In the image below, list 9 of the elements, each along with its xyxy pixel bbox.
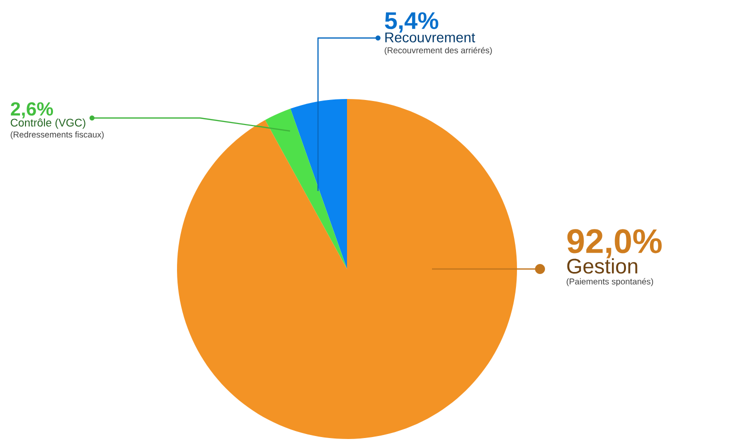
slice-label: Recouvrement: [385, 32, 476, 42]
text: (Paiements spontanés): [566, 278, 654, 286]
slice-label: Contrôle (VGC): [10, 118, 86, 129]
data-label: 2,6%: [10, 102, 54, 118]
text: (Redressements fiscaux): [10, 131, 104, 140]
data-label: 5,4%: [384, 12, 438, 33]
data-label: 92,0%: [567, 229, 662, 258]
slice-label: Gestion: [567, 258, 638, 274]
text: (Recouvrement des arriérés): [384, 46, 492, 55]
